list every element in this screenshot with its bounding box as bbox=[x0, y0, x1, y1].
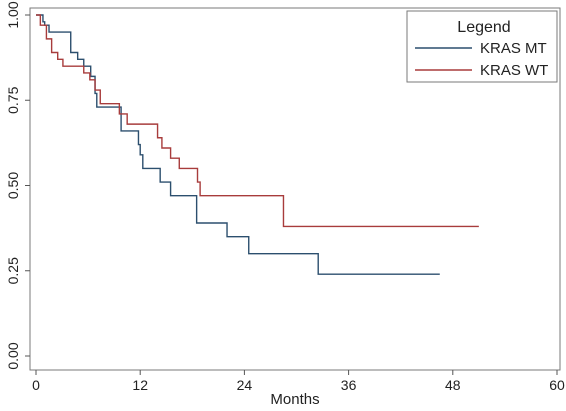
y-axis: 0.00 0.25 0.50 0.75 1.00 bbox=[5, 1, 30, 370]
legend-label-kras-wt: KRAS WT bbox=[480, 62, 548, 79]
y-tick-label: 1.00 bbox=[5, 1, 21, 28]
legend-title: Legend bbox=[457, 19, 510, 36]
survival-curves bbox=[36, 14, 479, 275]
x-axis-title: Months bbox=[270, 391, 319, 406]
series-line-kras-mt bbox=[36, 14, 440, 275]
series-line-kras-wt bbox=[36, 14, 479, 228]
y-tick-label: 0.50 bbox=[5, 172, 21, 199]
x-tick-label: 12 bbox=[132, 377, 148, 393]
legend-label-kras-mt: KRAS MT bbox=[480, 40, 547, 57]
x-tick-label: 48 bbox=[445, 377, 461, 393]
x-tick-label: 36 bbox=[341, 377, 357, 393]
y-tick-label: 0.00 bbox=[5, 342, 21, 369]
x-tick-label: 24 bbox=[237, 377, 253, 393]
y-tick-label: 0.75 bbox=[5, 86, 21, 113]
x-tick-label: 0 bbox=[32, 377, 40, 393]
x-tick-label: 60 bbox=[549, 377, 565, 393]
legend-items: KRAS MT KRAS WT bbox=[415, 40, 548, 79]
legend: Legend KRAS MT KRAS WT bbox=[406, 10, 558, 83]
y-tick-label: 0.25 bbox=[5, 257, 21, 284]
x-axis: 0 12 24 36 48 60 bbox=[32, 370, 565, 393]
